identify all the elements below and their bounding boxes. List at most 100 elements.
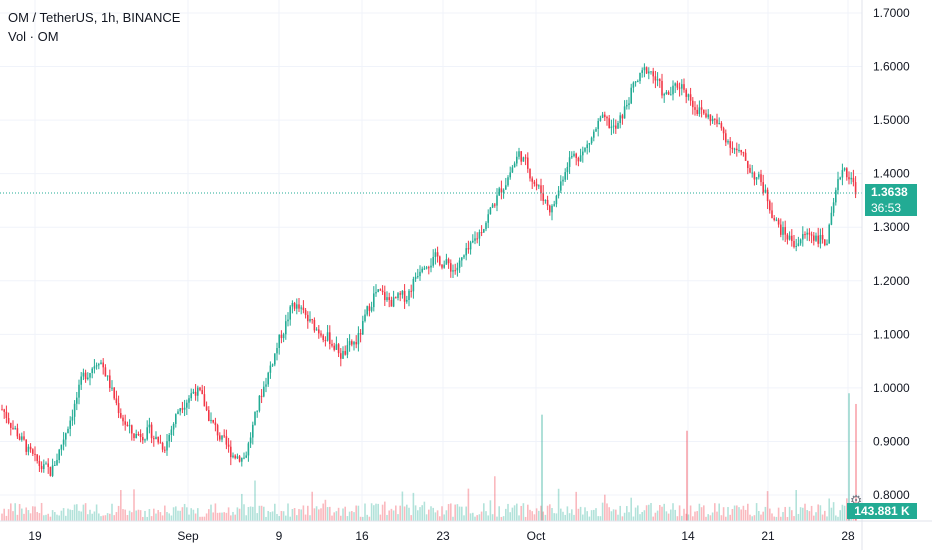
candle-body: [49, 466, 52, 476]
volume-bar: [67, 508, 69, 521]
volume-bar: [650, 503, 652, 521]
candle-body: [491, 204, 494, 208]
candle-body: [588, 143, 591, 145]
volume-bar: [340, 515, 342, 521]
volume-bar: [445, 510, 448, 521]
price-tick-label: 0.8000: [873, 488, 910, 502]
volume-bar: [124, 509, 126, 521]
volume-bar: [722, 507, 725, 521]
candle-body: [254, 411, 256, 425]
last-price-label: 1.3638 36:53: [865, 184, 917, 216]
volume-bar: [813, 515, 815, 521]
volume-bar: [564, 514, 566, 521]
volume-legend[interactable]: Vol · OM: [8, 29, 59, 44]
volume-spike-bar: [855, 403, 857, 521]
candle-body: [604, 114, 606, 118]
volume-bar: [720, 515, 723, 521]
candle-body: [287, 319, 289, 322]
candle-body: [753, 172, 756, 180]
volume-bar: [667, 513, 670, 521]
candle-body: [32, 449, 34, 454]
candle-body: [423, 268, 426, 270]
volume-bar: [201, 516, 203, 521]
volume-bar: [419, 507, 421, 521]
candle-body: [113, 387, 115, 399]
candle-body: [337, 344, 340, 354]
candle-body: [736, 148, 738, 151]
candle-body: [247, 443, 250, 456]
volume-bar: [10, 503, 12, 521]
volume-bar: [98, 513, 100, 521]
symbol-title[interactable]: OM / TetherUS, 1h, BINANCE: [8, 10, 181, 25]
candle-body: [186, 402, 188, 408]
volume-bar: [230, 515, 232, 521]
volume-bar: [623, 512, 626, 521]
candle-body: [595, 128, 597, 132]
volume-bar: [487, 515, 489, 521]
volume-bar: [821, 514, 824, 521]
volume-bar: [76, 504, 78, 521]
volume-bar: [588, 516, 591, 521]
candle-body: [483, 229, 485, 233]
volume-bar: [421, 505, 423, 521]
candle-body: [14, 428, 16, 430]
volume-bar: [285, 515, 287, 521]
last-price-value: 1.3638: [871, 185, 908, 199]
candle-body: [830, 212, 833, 225]
volume-bar: [626, 506, 628, 521]
volume-bar: [733, 505, 736, 521]
candle-body: [601, 114, 604, 118]
volume-bar: [49, 516, 52, 521]
candle-body: [234, 455, 236, 459]
volume-bar: [216, 512, 219, 521]
volume-bar: [89, 509, 91, 521]
candle-body: [304, 310, 307, 315]
candle-body: [362, 321, 364, 335]
volume-bar: [740, 509, 742, 521]
candle-body: [643, 67, 646, 71]
time-axis[interactable]: 19 Sep 9 16 23 Oct 14 21 28: [28, 529, 855, 543]
candle-body: [465, 248, 467, 256]
volume-bar: [758, 511, 760, 521]
volume-bar: [434, 512, 437, 521]
volume-bar: [458, 506, 461, 521]
volume-bar: [399, 505, 401, 521]
volume-bar: [595, 508, 597, 521]
volume-spike-bar: [848, 393, 850, 521]
volume-bar: [489, 500, 492, 521]
volume-bar: [505, 508, 507, 521]
volume-bar: [368, 516, 371, 521]
candle-body: [221, 435, 223, 440]
candle-body: [529, 168, 531, 179]
price-axis[interactable]: 1.7000 1.6000 1.5000 1.4000 1.3000 1.2000 1.10…: [873, 6, 910, 502]
volume-bar: [793, 516, 795, 521]
candle-body: [832, 202, 835, 213]
candle-body: [656, 79, 659, 81]
volume-bar: [181, 507, 184, 521]
candle-body: [784, 227, 786, 235]
volume-bar: [386, 514, 388, 521]
candle-body: [824, 239, 826, 246]
candle-body: [355, 342, 357, 345]
volume-bar: [617, 514, 619, 521]
candle-body: [318, 329, 320, 334]
volume-bar: [450, 503, 452, 521]
volume-bar: [274, 503, 276, 521]
volume-bar: [69, 509, 71, 521]
candle-body: [263, 386, 265, 397]
candle-body: [531, 178, 533, 182]
candle-body: [577, 157, 580, 162]
volume-bar: [377, 503, 379, 521]
candle-body: [243, 457, 245, 459]
candle-body: [379, 289, 382, 291]
volume-bar: [571, 509, 573, 521]
candle-body: [777, 219, 780, 225]
volume-bar: [659, 505, 661, 521]
volume-bar: [56, 514, 58, 521]
time-tick-label: 14: [681, 529, 695, 543]
volume-bar: [443, 514, 445, 521]
volume-bar: [652, 516, 654, 521]
candle-body: [597, 120, 599, 129]
volume-bar: [593, 509, 595, 521]
